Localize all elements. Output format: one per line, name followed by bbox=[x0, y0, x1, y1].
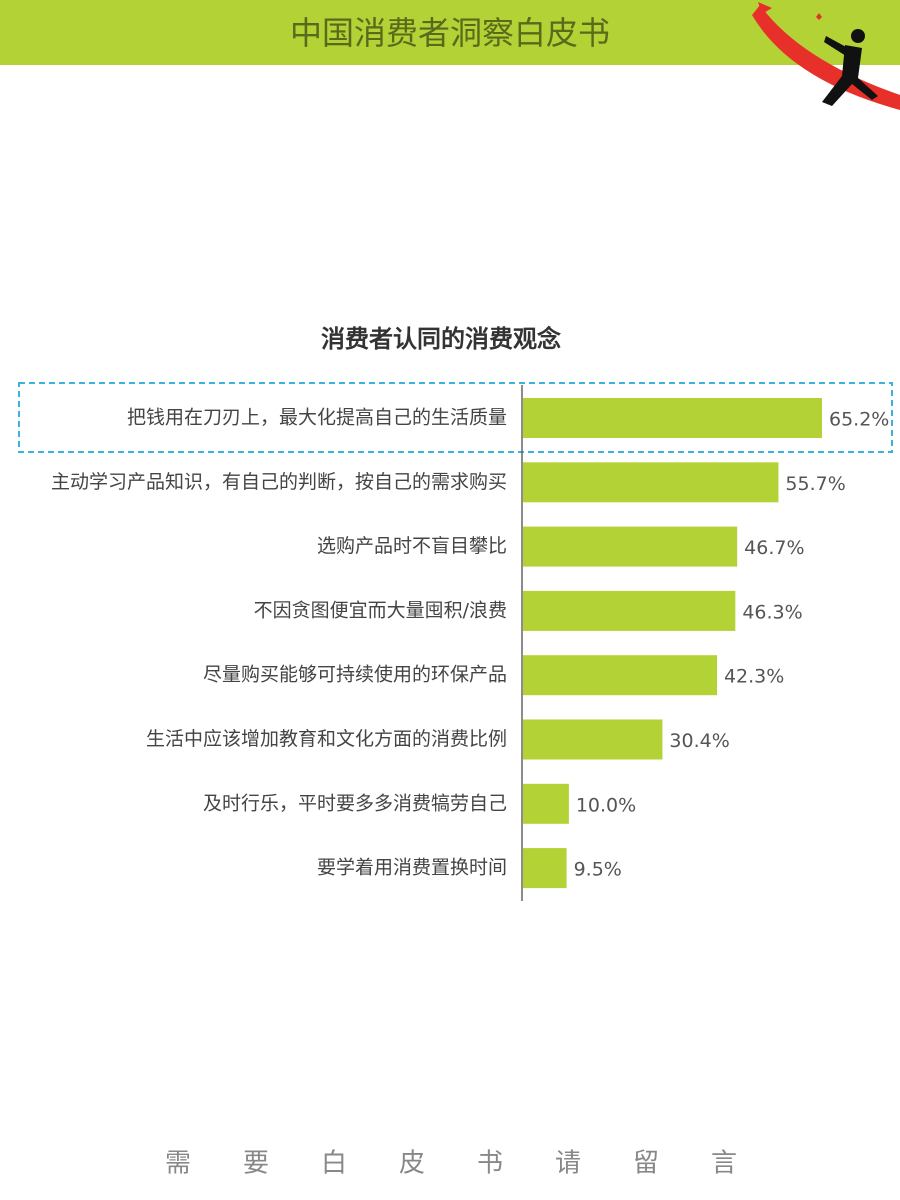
value-label: 42.3% bbox=[724, 666, 784, 688]
bar bbox=[523, 398, 822, 438]
chart-title: 消费者认同的消费观念 bbox=[321, 325, 561, 353]
header-title: 中国消费者洞察白皮书 bbox=[290, 14, 610, 52]
category-label: 生活中应该增加教育和文化方面的消费比例 bbox=[146, 728, 507, 750]
value-label: 9.5% bbox=[574, 859, 622, 881]
bar bbox=[523, 655, 717, 696]
bar bbox=[523, 783, 569, 824]
category-label: 选购产品时不盲目攀比 bbox=[317, 535, 507, 557]
bar bbox=[523, 590, 736, 631]
category-label: 不因贪图便宜而大量囤积/浪费 bbox=[254, 599, 507, 621]
bar bbox=[523, 462, 779, 503]
runner-icon bbox=[752, 2, 900, 110]
value-label: 46.3% bbox=[742, 601, 802, 623]
value-label: 46.7% bbox=[744, 537, 804, 559]
footer-text: 需要白皮书请留言 bbox=[165, 1149, 789, 1179]
category-label: 要学着用消费置换时间 bbox=[317, 857, 507, 879]
category-label: 主动学习产品知识，有自己的判断，按自己的需求购买 bbox=[51, 471, 507, 493]
bar bbox=[523, 848, 567, 889]
category-label: 尽量购买能够可持续使用的环保产品 bbox=[203, 664, 507, 686]
value-label: 65.2% bbox=[829, 409, 889, 431]
value-label: 55.7% bbox=[785, 473, 845, 495]
category-label: 及时行乐，平时要多多消费犒劳自己 bbox=[203, 792, 507, 814]
value-label: 30.4% bbox=[669, 730, 729, 752]
bar bbox=[523, 719, 663, 760]
category-label: 把钱用在刀刃上，最大化提高自己的生活质量 bbox=[127, 407, 507, 429]
value-label: 10.0% bbox=[576, 794, 636, 816]
header-bar bbox=[0, 0, 900, 65]
bar bbox=[523, 526, 738, 567]
